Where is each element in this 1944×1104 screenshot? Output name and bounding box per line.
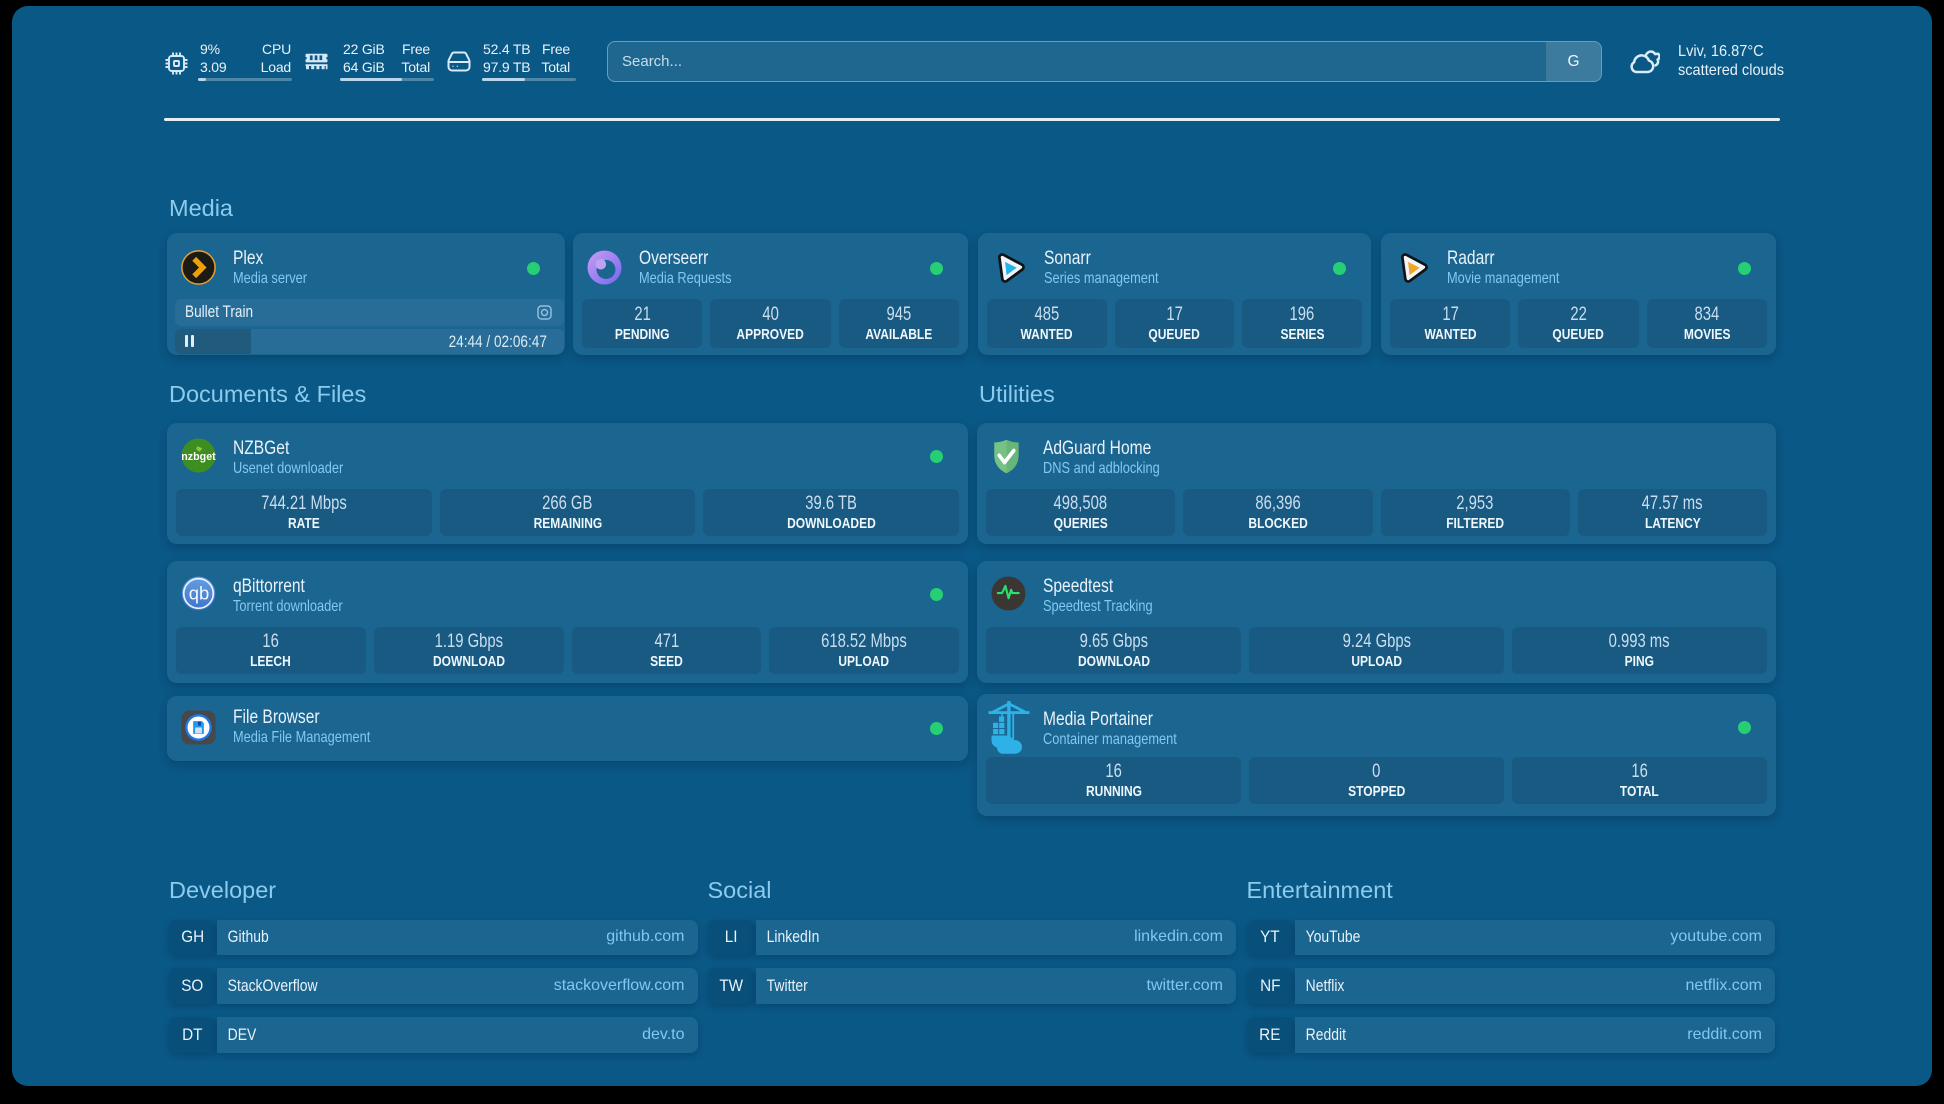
svg-text:qb: qb (189, 582, 210, 603)
svg-text:nzbget: nzbget (181, 451, 216, 463)
